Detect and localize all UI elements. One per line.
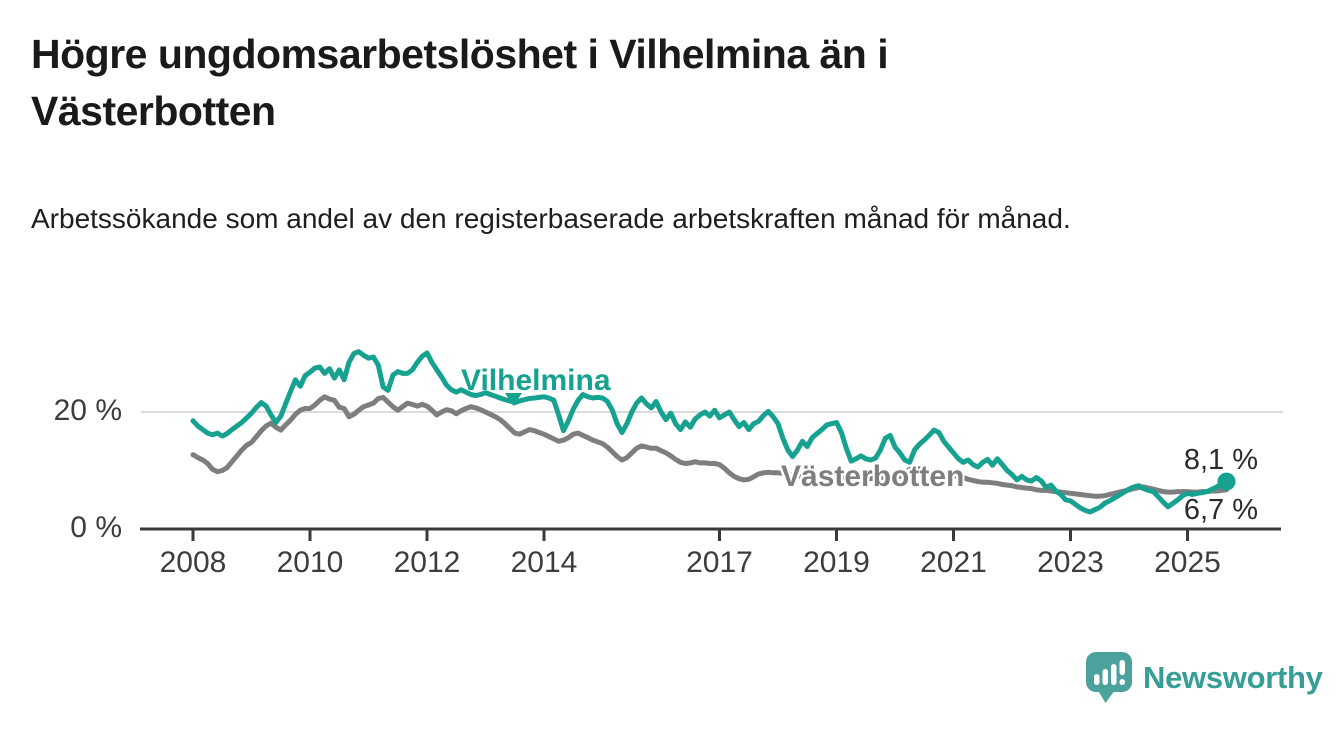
x-tick-label: 2010 [276,546,344,579]
vilhelmina-end-dot [1217,472,1236,491]
y-axis-label-0: 0 % [70,511,122,544]
vilhelmina-pointer-arrow-icon [505,393,522,406]
page-subtitle: Arbetssökande som andel av den registerb… [31,203,1071,234]
x-tick-label: 2014 [510,546,578,579]
y-axis-label-20: 20 % [53,394,122,427]
x-tick-label: 2023 [1037,546,1104,579]
newsworthy-wordmark: Newsworthy [1143,660,1323,695]
end-value-label-vasterbotten: 6,7 % [1183,494,1258,526]
newsworthy-speech-bubble-icon [1086,652,1132,703]
page-title: Högre ungdomsarbetslöshet i Vilhelmina ä… [31,31,889,134]
x-tick-label: 2012 [393,546,461,579]
series-label-vasterbotten: Västerbotten [781,460,965,493]
newsworthy-logo: Newsworthy [1084,651,1323,705]
x-tick-label: 2021 [920,546,987,579]
end-value-label-vilhelmina: 8,1 % [1183,444,1258,476]
x-tick-label: 2008 [159,546,227,579]
x-tick-label: 2017 [686,546,753,579]
series-line-vilhelmina [190,349,1229,515]
x-tick-label: 2025 [1154,546,1221,579]
x-axis-tick-marks [191,529,1189,541]
x-tick-label: 2019 [803,546,870,579]
series-label-vilhelmina: Vilhelmina [461,364,611,397]
